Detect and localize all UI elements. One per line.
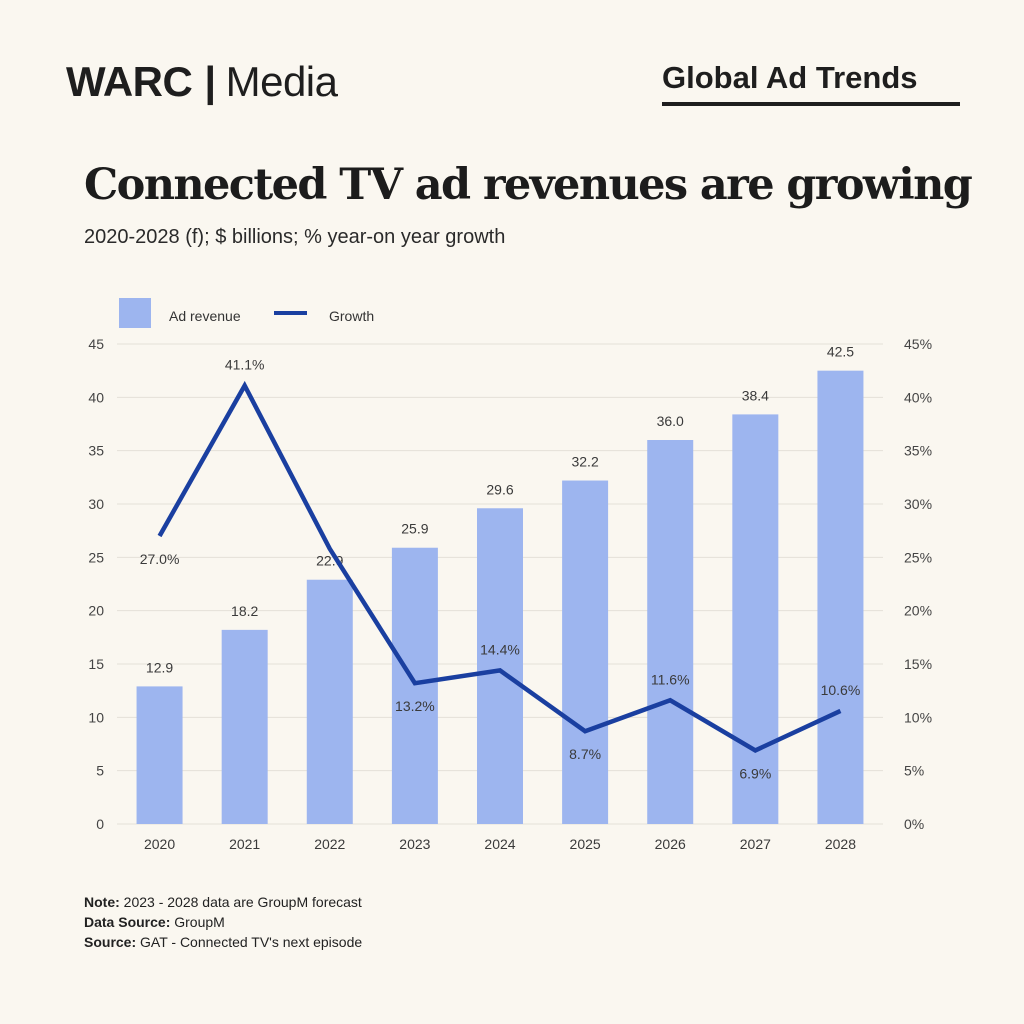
source-line: Source: GAT - Connected TV's next episod…: [84, 932, 362, 952]
note-line: Note: 2023 - 2028 data are GroupM foreca…: [84, 892, 362, 912]
bar-2022: [306, 579, 353, 824]
x-tick: 2021: [229, 836, 260, 852]
footnotes: Note: 2023 - 2028 data are GroupM foreca…: [84, 892, 362, 952]
x-tick: 2024: [484, 836, 515, 852]
x-tick: 2027: [740, 836, 771, 852]
y-left-tick: 25: [88, 549, 104, 565]
growth-labels: 27.0% 41.1% 13.2% 14.4% 8.7% 11.6% 6.9% 10.6%: [140, 357, 861, 782]
y-left-tick: 30: [88, 496, 104, 512]
source-label: Source:: [84, 934, 137, 950]
bar-2025: [562, 480, 609, 824]
x-tick: 2023: [399, 836, 430, 852]
y-right-tick: 10%: [904, 709, 932, 725]
growth-label: 14.4%: [480, 641, 520, 657]
legend-label-ad-revenue: Ad revenue: [169, 308, 241, 324]
y-left-tick: 20: [88, 603, 104, 619]
series-title: Global Ad Trends: [662, 60, 960, 106]
bar-label: 38.4: [742, 387, 769, 403]
y-right-tick: 45%: [904, 336, 932, 352]
chart-subtitle: 2020-2028 (f); $ billions; % year-on yea…: [84, 226, 506, 248]
bar-label: 32.2: [571, 454, 598, 470]
bar-2024: [477, 508, 523, 824]
bar-label: 29.6: [486, 481, 513, 497]
growth-label: 13.2%: [395, 698, 435, 714]
y-left-tick: 35: [88, 443, 104, 459]
y-left-tick: 45: [88, 336, 104, 352]
brand-secondary: Media: [225, 58, 338, 105]
y-left-tick: 15: [88, 656, 104, 672]
y-right-tick: 25%: [904, 549, 932, 565]
growth-label: 8.7%: [569, 746, 601, 762]
y-left-tick: 5: [96, 763, 104, 779]
y-right-tick: 5%: [904, 763, 924, 779]
legend: Ad revenue Growth: [119, 298, 374, 328]
x-tick: 2025: [570, 836, 601, 852]
brand-separator: |: [204, 58, 216, 105]
x-tick: 2026: [655, 836, 686, 852]
y-left-tick: 10: [88, 709, 104, 725]
x-tick: 2022: [314, 836, 345, 852]
y-right-tick: 35%: [904, 443, 932, 459]
bar-2020: [136, 686, 183, 824]
data-source-line: Data Source: GroupM: [84, 912, 362, 932]
x-axis: 2020 2021 2022 2023 2024 2025 2026 2027 2028: [144, 836, 856, 852]
bar-2028: [817, 370, 864, 824]
y-left-tick: 0: [96, 816, 104, 832]
chart-title: Connected TV ad revenues are growing: [84, 160, 973, 210]
bar-label: 12.9: [146, 659, 173, 675]
y-right-tick: 0%: [904, 816, 924, 832]
y-right-tick: 15%: [904, 656, 932, 672]
bar-2021: [221, 629, 268, 824]
growth-label: 27.0%: [140, 551, 180, 567]
note-label: Note:: [84, 894, 120, 910]
x-tick: 2028: [825, 836, 856, 852]
bar-label: 25.9: [401, 521, 428, 537]
y-right-tick: 20%: [904, 603, 932, 619]
y-right-tick: 40%: [904, 389, 932, 405]
source-text: GAT - Connected TV's next episode: [136, 934, 363, 950]
data-source-text: GroupM: [170, 914, 225, 930]
legend-swatch-ad-revenue: [119, 298, 151, 328]
growth-label: 10.6%: [821, 682, 861, 698]
x-tick: 2020: [144, 836, 175, 852]
legend-label-growth: Growth: [329, 308, 374, 324]
data-source-label: Data Source:: [84, 914, 171, 930]
bar-2027: [732, 414, 779, 824]
bar-label: 18.2: [231, 603, 258, 619]
growth-label: 11.6%: [651, 671, 690, 687]
growth-label: 6.9%: [739, 765, 771, 781]
bar-2023: [391, 547, 438, 824]
note-text: 2023 - 2028 data are GroupM forecast: [119, 894, 362, 910]
bars: [136, 370, 864, 824]
brand-logo: WARC | Media: [66, 58, 338, 106]
growth-line-group: [157, 380, 842, 753]
y-left-tick: 40: [88, 389, 104, 405]
y-axis-left: 0 5 10 15 20 25 30 35 40 45: [88, 336, 104, 832]
y-right-tick: 30%: [904, 496, 932, 512]
bar-2026: [647, 440, 694, 824]
y-axis-right: 0% 5% 10% 15% 20% 25% 30% 35% 40% 45%: [904, 336, 932, 832]
bar-label: 36.0: [657, 413, 684, 429]
brand-primary: WARC: [66, 58, 193, 105]
growth-label: 41.1%: [225, 357, 265, 373]
bar-label: 42.5: [827, 344, 854, 360]
